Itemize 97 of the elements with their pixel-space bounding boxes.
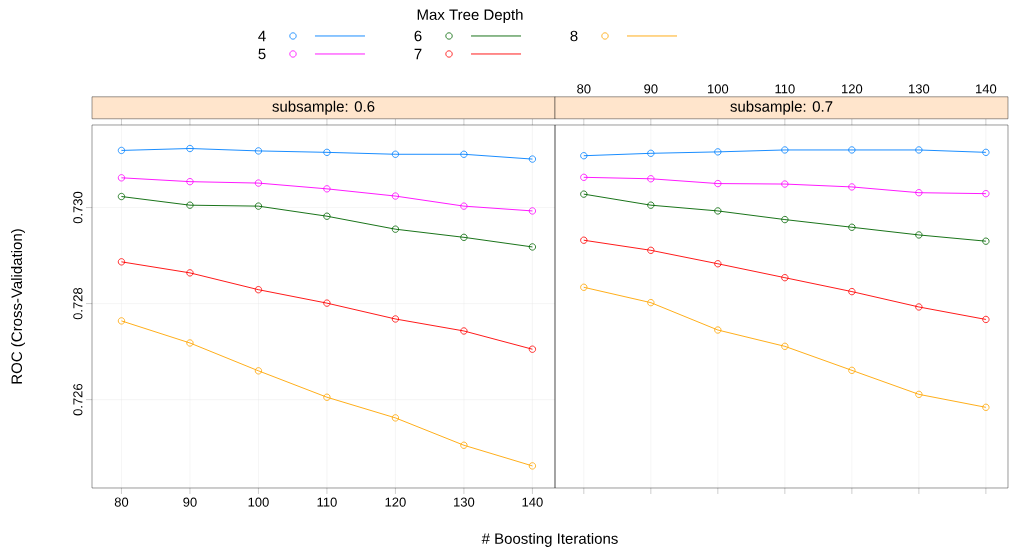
point [781, 274, 789, 282]
point [391, 150, 400, 158]
legend-label: 5 [258, 48, 266, 60]
point [254, 367, 263, 375]
point [117, 317, 126, 325]
point [528, 243, 536, 251]
point [186, 144, 194, 153]
point [848, 223, 856, 231]
legend-label: 4 [258, 30, 266, 42]
point [982, 190, 990, 198]
point [254, 179, 263, 187]
point [915, 303, 923, 311]
x-tick-label: 110 [317, 497, 337, 507]
point [254, 286, 263, 294]
point [323, 299, 331, 307]
point [460, 441, 468, 449]
point [580, 236, 588, 244]
x-tick-label: 90 [183, 497, 197, 507]
point [186, 339, 194, 347]
point [714, 148, 722, 156]
legend-label: 7 [414, 48, 422, 60]
x-axis-title: # Boosting Iterations [481, 532, 618, 547]
x-tick-label: 120 [842, 84, 863, 94]
point [714, 326, 722, 334]
point [528, 207, 536, 215]
point [323, 148, 331, 156]
point [117, 192, 126, 201]
point [982, 315, 990, 324]
point [647, 149, 655, 157]
point [254, 202, 263, 210]
point [915, 189, 923, 197]
x-tick-label: 80 [577, 84, 591, 94]
point [117, 174, 126, 182]
point [580, 152, 588, 160]
y-tick-label: 0.726 [73, 383, 83, 416]
point [781, 180, 789, 188]
point [982, 148, 990, 156]
point [915, 231, 923, 239]
point [580, 190, 588, 198]
point [714, 260, 722, 268]
point [460, 327, 468, 335]
x-tick-label: 120 [385, 497, 406, 507]
point [647, 175, 655, 183]
point [528, 155, 536, 163]
point [186, 178, 194, 186]
point [848, 288, 856, 296]
x-tick-label: 140 [522, 497, 543, 507]
x-tick-label: 100 [707, 84, 729, 94]
point [460, 150, 468, 158]
point [982, 403, 990, 411]
point [391, 225, 400, 233]
point [323, 212, 331, 220]
x-tick-label: 130 [454, 497, 475, 507]
point [117, 146, 126, 155]
point [186, 201, 194, 209]
point [254, 147, 263, 155]
y-tick-label: 0.730 [73, 191, 83, 224]
point [323, 185, 331, 193]
chart-title: subsample: 0.7 [730, 100, 833, 115]
point [781, 146, 789, 154]
point [528, 462, 536, 470]
point [781, 342, 789, 350]
chart-title: subsample: 0.6 [272, 100, 375, 115]
point [647, 246, 655, 254]
x-tick-label: 80 [114, 497, 129, 507]
point [186, 269, 194, 277]
legend-label: 6 [414, 30, 422, 42]
point [460, 233, 468, 241]
point [580, 173, 588, 181]
y-tick-label: 0.728 [73, 287, 83, 320]
point [323, 393, 331, 401]
x-tick-label: 90 [644, 84, 658, 94]
point [915, 146, 923, 154]
point [982, 237, 990, 245]
x-tick-label: 100 [248, 497, 269, 507]
point [117, 258, 126, 266]
point [714, 207, 722, 215]
point [647, 201, 655, 209]
legend-title: Max Tree Depth [417, 8, 523, 23]
legend-label: 8 [570, 30, 578, 42]
point [528, 345, 536, 353]
point [391, 414, 400, 422]
point [848, 183, 856, 191]
point [391, 192, 400, 200]
point [781, 215, 789, 224]
point [391, 315, 400, 323]
point [460, 202, 468, 210]
point [647, 299, 655, 307]
point [915, 390, 923, 398]
y-axis-title: ROC (Cross-Validation) [11, 229, 25, 384]
point [848, 366, 856, 374]
point [580, 283, 588, 291]
x-tick-label: 130 [909, 84, 930, 94]
point [714, 179, 722, 188]
x-tick-label: 110 [775, 84, 795, 94]
point [848, 146, 856, 154]
x-tick-label: 140 [976, 84, 997, 94]
